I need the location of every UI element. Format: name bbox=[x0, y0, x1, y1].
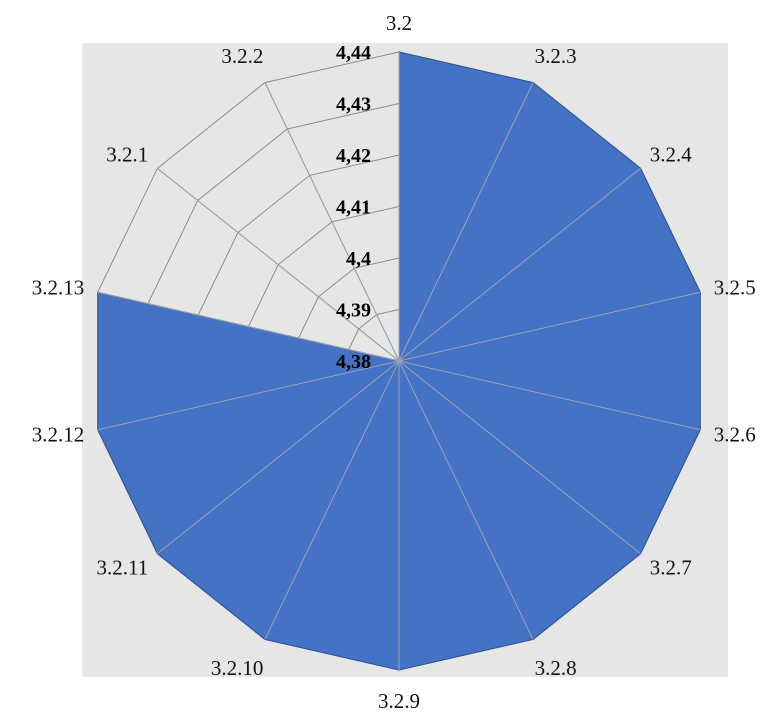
spoke-overlay-6 bbox=[398, 360, 534, 640]
category-label-3-2-5: 3.2.5 bbox=[714, 275, 756, 299]
radial-tick-label-6: 4,44 bbox=[336, 42, 371, 64]
category-labels: 3.2 3.2.3 3.2.4 3.2.5 3.2.6 3.2.7 3.2.8 3.2.9 3.… bbox=[32, 11, 756, 713]
spoke-overlay-8 bbox=[264, 360, 400, 640]
category-label-3-2-2: 3.2.2 bbox=[221, 44, 263, 68]
radial-tick-label-0: 4,38 bbox=[336, 351, 371, 373]
radial-tick-labels: 4,38 4,39 4,4 4,41 4,42 4,43 4,44 bbox=[336, 42, 371, 373]
radial-tick-label-2: 4,4 bbox=[346, 248, 371, 270]
spoke-overlay-4 bbox=[398, 360, 701, 431]
spoke-layer bbox=[97, 52, 701, 670]
category-label-3-2-12: 3.2.12 bbox=[32, 423, 85, 447]
radial-tick-label-5: 4,43 bbox=[336, 94, 371, 116]
radial-tick-label-3: 4,41 bbox=[336, 197, 371, 219]
category-label-3-2-9: 3.2.9 bbox=[378, 689, 420, 713]
spoke-overlay-10 bbox=[97, 360, 400, 431]
spoke-overlay-2 bbox=[398, 167, 641, 362]
radial-tick-label-1: 4,39 bbox=[336, 300, 371, 322]
spoke-overlay-11 bbox=[97, 291, 400, 362]
category-label-3-2-7: 3.2.7 bbox=[650, 555, 692, 579]
category-label-3-2-6: 3.2.6 bbox=[714, 423, 756, 447]
category-label-3-2-3: 3.2.3 bbox=[535, 44, 577, 68]
spoke-overlay-12 bbox=[157, 167, 400, 362]
category-label-3-2-8: 3.2.8 bbox=[535, 656, 577, 680]
spoke-overlay-9 bbox=[157, 360, 400, 555]
category-label-3-2-10: 3.2.10 bbox=[211, 656, 264, 680]
category-label-3-2: 3.2 bbox=[386, 11, 412, 35]
spoke-overlay-13 bbox=[264, 82, 400, 362]
category-label-3-2-11: 3.2.11 bbox=[96, 555, 148, 579]
category-label-3-2-1: 3.2.1 bbox=[106, 143, 148, 167]
category-label-3-2-13: 3.2.13 bbox=[32, 275, 85, 299]
spoke-overlay-3 bbox=[398, 291, 701, 362]
radial-tick-label-4: 4,42 bbox=[336, 145, 371, 167]
spoke-overlay-1 bbox=[398, 82, 534, 362]
category-label-3-2-4: 3.2.4 bbox=[650, 143, 693, 167]
spoke-overlay-5 bbox=[398, 360, 641, 555]
